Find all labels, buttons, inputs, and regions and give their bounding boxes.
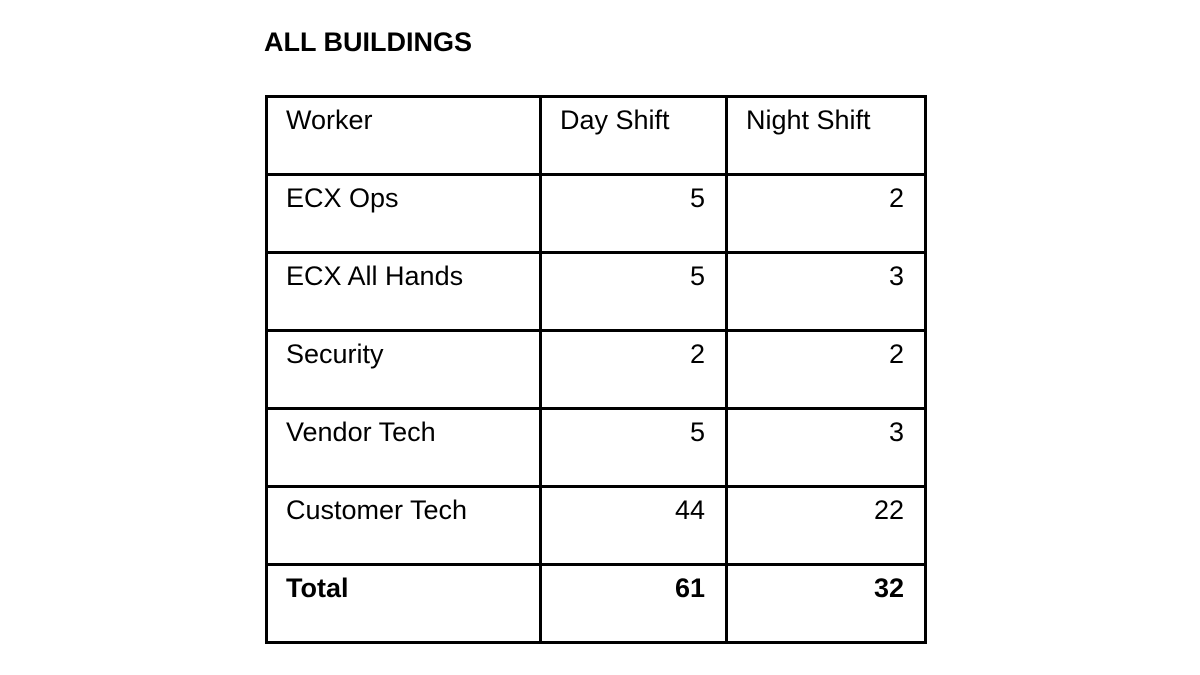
column-header-night-shift: Night Shift bbox=[725, 95, 927, 176]
worker-cell: Vendor Tech bbox=[265, 407, 542, 488]
column-header-worker: Worker bbox=[265, 95, 542, 176]
total-night-shift-cell: 32 bbox=[725, 563, 927, 644]
total-label-cell: Total bbox=[265, 563, 542, 644]
day-shift-cell: 44 bbox=[539, 485, 728, 566]
night-shift-cell: 3 bbox=[725, 407, 927, 488]
night-shift-cell: 3 bbox=[725, 251, 927, 332]
table-row: ECX All Hands 5 3 bbox=[265, 251, 927, 332]
page-title: ALL BUILDINGS bbox=[264, 27, 472, 57]
table-header-row: Worker Day Shift Night Shift bbox=[265, 95, 927, 176]
table-total-row: Total 61 32 bbox=[265, 563, 927, 644]
night-shift-cell: 22 bbox=[725, 485, 927, 566]
table-row: Security 2 2 bbox=[265, 329, 927, 410]
day-shift-cell: 5 bbox=[539, 407, 728, 488]
worker-cell: Security bbox=[265, 329, 542, 410]
worker-cell: Customer Tech bbox=[265, 485, 542, 566]
night-shift-cell: 2 bbox=[725, 329, 927, 410]
day-shift-cell: 5 bbox=[539, 251, 728, 332]
worker-cell: ECX Ops bbox=[265, 173, 542, 254]
shift-table: Worker Day Shift Night Shift ECX Ops 5 2… bbox=[265, 95, 927, 644]
column-header-day-shift: Day Shift bbox=[539, 95, 728, 176]
day-shift-cell: 2 bbox=[539, 329, 728, 410]
table-row: Vendor Tech 5 3 bbox=[265, 407, 927, 488]
night-shift-cell: 2 bbox=[725, 173, 927, 254]
table-row: ECX Ops 5 2 bbox=[265, 173, 927, 254]
day-shift-cell: 5 bbox=[539, 173, 728, 254]
worker-cell: ECX All Hands bbox=[265, 251, 542, 332]
table-row: Customer Tech 44 22 bbox=[265, 485, 927, 566]
total-day-shift-cell: 61 bbox=[539, 563, 728, 644]
